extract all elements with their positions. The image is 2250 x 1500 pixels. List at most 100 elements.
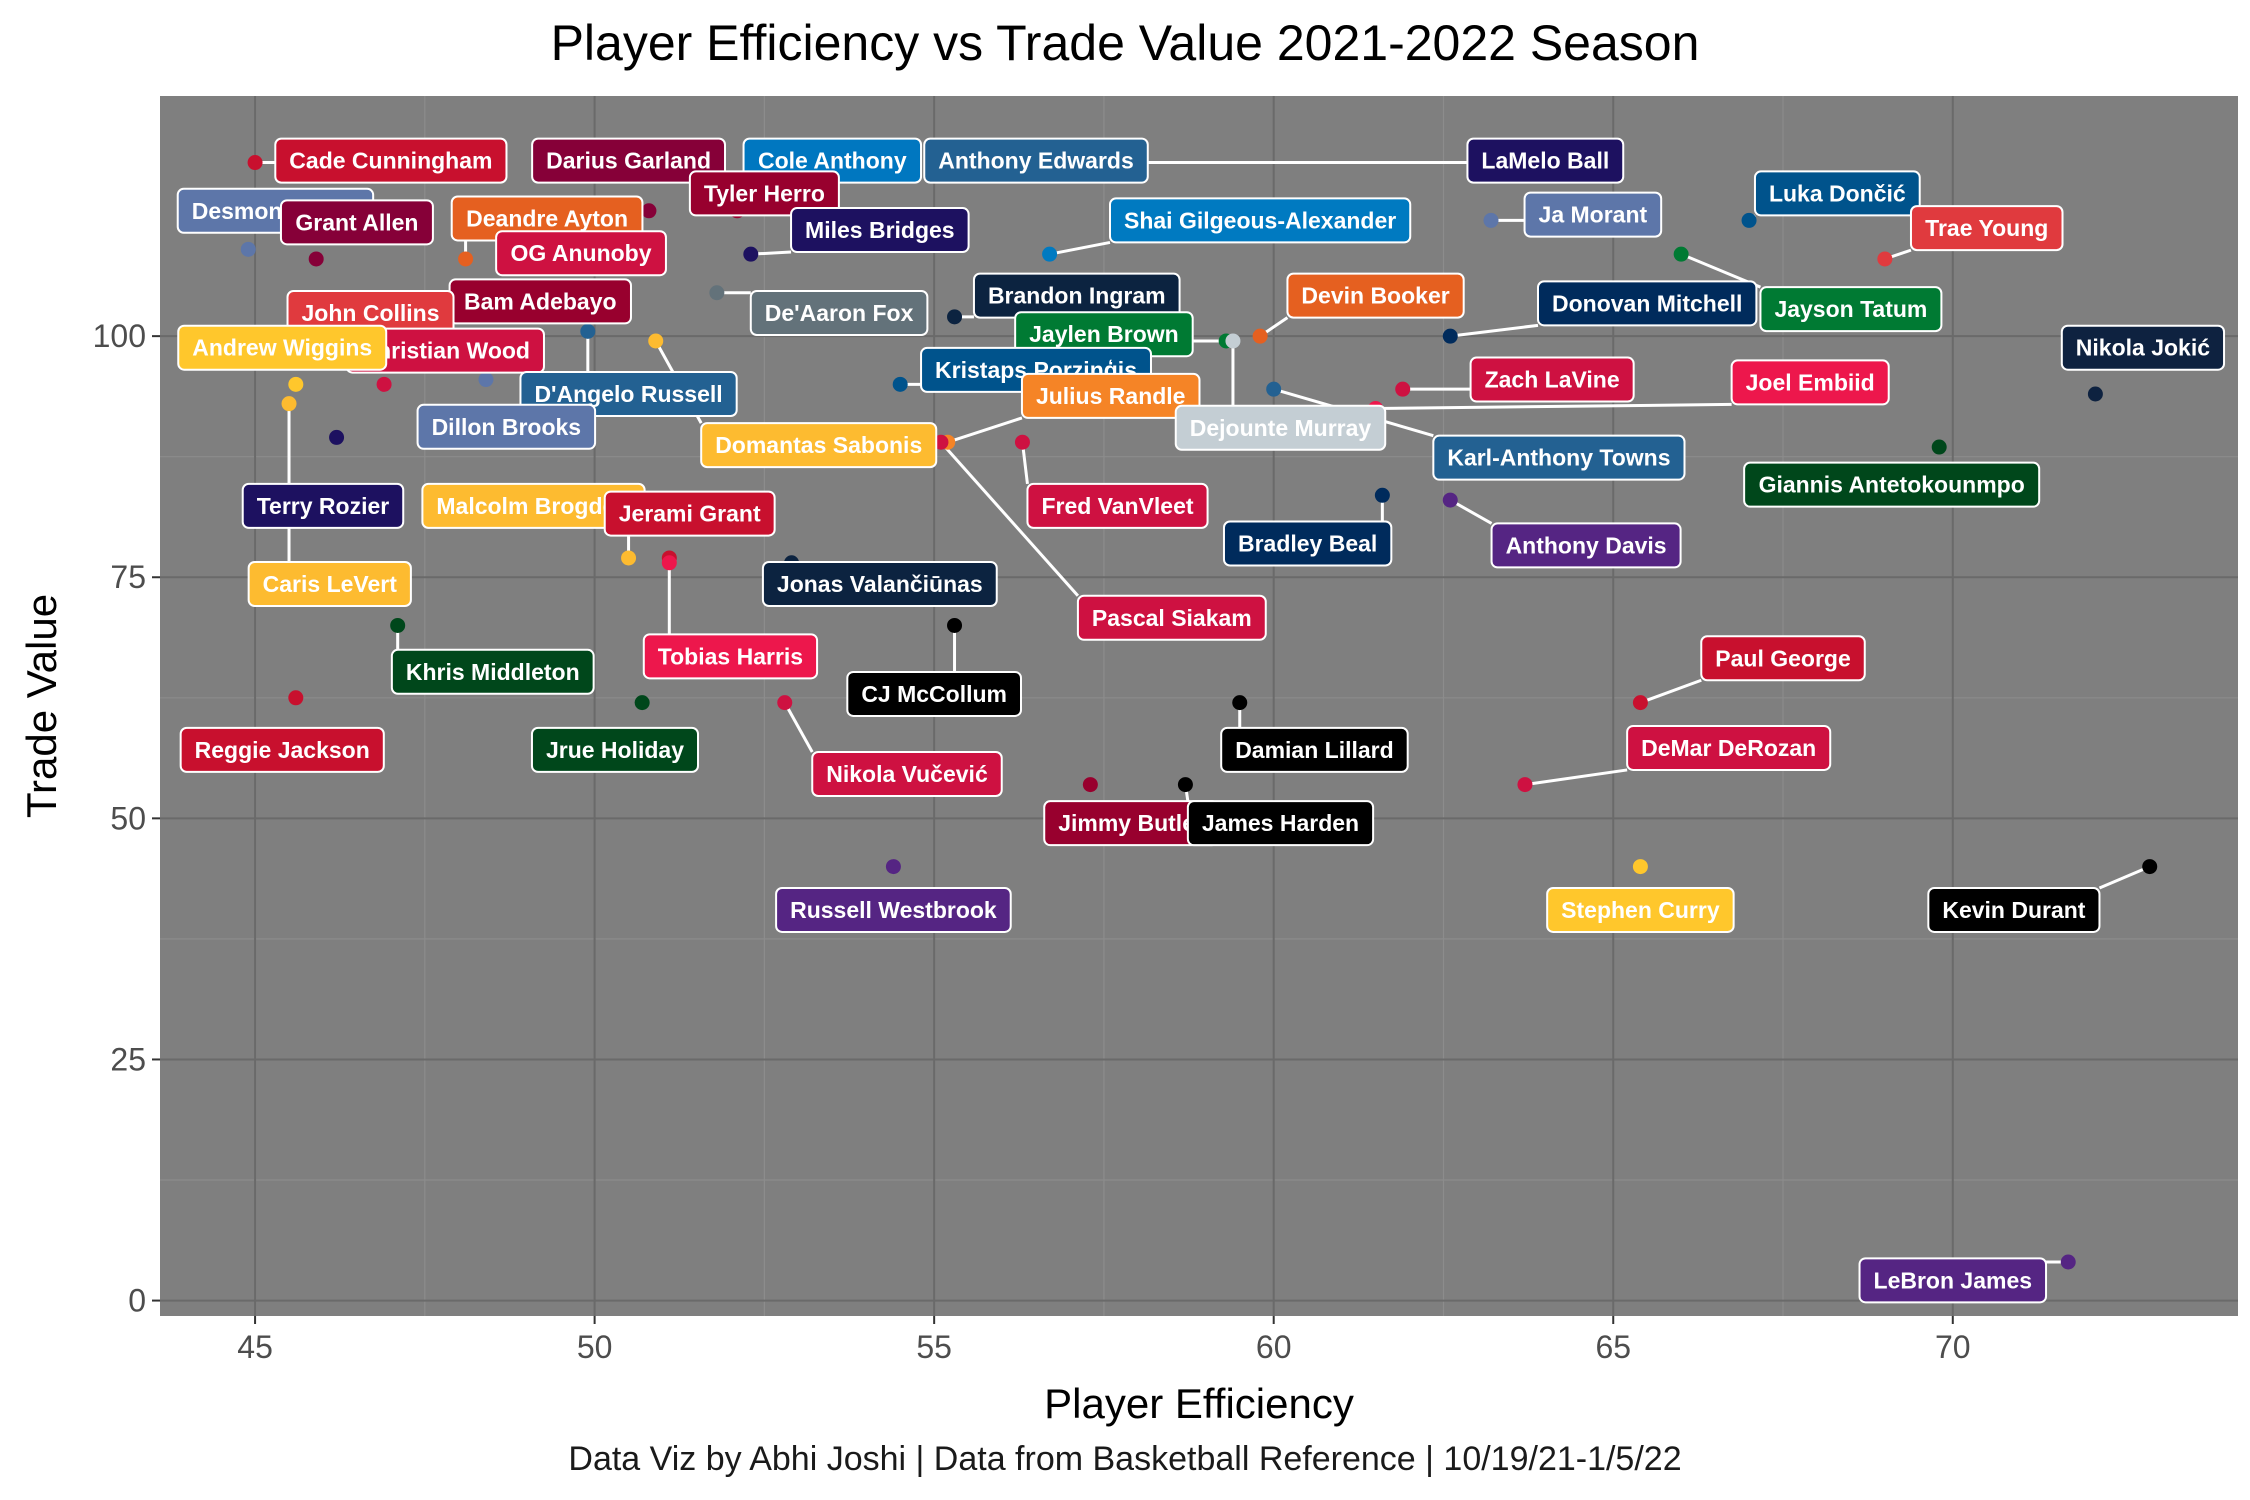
data-label-box (416, 403, 597, 450)
data-point (947, 309, 963, 325)
data-label: Caris LeVert (247, 561, 412, 607)
data-label: Karl-Anthony Towns (1432, 434, 1686, 481)
data-label-text: Deandre Ayton (466, 205, 628, 231)
data-label-box (1432, 434, 1686, 481)
data-point (661, 555, 677, 571)
data-label-text: Darius Garland (546, 148, 711, 174)
data-label: OG Anunoby (495, 230, 667, 277)
data-point (2142, 859, 2158, 875)
data-label-text: OG Anunoby (511, 240, 652, 266)
data-point (1877, 251, 1893, 267)
data-label: Khris Middleton (390, 648, 595, 695)
data-label: Bam Adebayo (448, 278, 632, 325)
data-point (458, 251, 474, 267)
data-label: Grant Allen (279, 199, 434, 246)
data-label-box (1909, 205, 2064, 252)
data-label: Deandre Ayton (450, 195, 644, 242)
data-label: Tyler Herro (688, 170, 840, 217)
data-point (281, 396, 297, 412)
data-label: Terry Rozier (241, 482, 405, 529)
data-label: Giannis Antetokounmpo (1743, 461, 2041, 508)
data-label: Shai Gilgeous-Alexander (1108, 197, 1412, 244)
data-label-box (1469, 356, 1635, 403)
data-label: De'Aaron Fox (749, 289, 929, 336)
data-label-box (247, 561, 412, 607)
data-label-box (1730, 359, 1890, 406)
data-label-box (177, 324, 388, 371)
data-point (2060, 1254, 2076, 1270)
data-point (885, 859, 901, 875)
data-label: CJ McCollum (846, 670, 1022, 717)
chart-title: Player Efficiency vs Trade Value 2021-20… (550, 15, 1700, 71)
data-label-box (923, 137, 1149, 184)
data-label-text: Jrue Holiday (546, 737, 684, 763)
data-label-box (790, 207, 970, 254)
data-point (1442, 328, 1458, 344)
data-point (1082, 777, 1098, 793)
data-label-text: Donovan Mitchell (1552, 290, 1742, 316)
y-tick-label: 75 (110, 559, 146, 595)
data-label-box (1743, 461, 2041, 508)
y-tick-label: 0 (128, 1283, 146, 1319)
data-label: Trae Young (1909, 205, 2064, 252)
data-label-text: Nikola Vučević (826, 761, 988, 787)
data-label-text: James Harden (1202, 810, 1359, 836)
data-label-text: Anthony Davis (1506, 532, 1667, 558)
data-label-text: Jaylen Brown (1029, 321, 1179, 347)
label-leader-line (947, 416, 1023, 444)
data-point (621, 550, 637, 566)
label-leader-line (1449, 498, 1493, 525)
x-tick-label: 55 (916, 1329, 952, 1365)
data-point (947, 617, 963, 633)
data-label-text: Stephen Curry (1561, 897, 1720, 923)
data-label: Cade Cunningham (274, 137, 508, 184)
data-label: Anthony Davis (1490, 522, 1682, 569)
data-label-box (761, 561, 998, 607)
data-label-text: Terry Rozier (257, 493, 390, 519)
data-point (1232, 695, 1248, 711)
data-label: Dejounte Murray (1174, 404, 1387, 451)
data-label-box (1286, 272, 1465, 319)
data-point (1374, 487, 1390, 503)
data-label-box (274, 137, 508, 184)
data-label: Miles Bridges (790, 207, 970, 254)
data-label: Pascal Siakam (1076, 594, 1267, 641)
data-label-text: Damian Lillard (1235, 737, 1393, 763)
data-point (288, 376, 304, 392)
label-leader-line (1049, 240, 1111, 256)
data-label-text: Pascal Siakam (1092, 605, 1252, 631)
data-label: Ja Morant (1523, 191, 1663, 238)
data-label-text: Luka Dončić (1769, 180, 1906, 206)
data-label-text: Brandon Ingram (988, 283, 1166, 309)
data-label: Bradley Beal (1222, 520, 1393, 567)
data-label-text: Cole Anthony (758, 148, 907, 174)
data-point (634, 695, 650, 711)
data-labels: Cade Cunningham Darius Garland Cole Anthon… (176, 137, 2226, 1304)
data-label-box (688, 170, 840, 217)
data-label-text: D'Angelo Russell (534, 381, 722, 407)
data-label-text: Andrew Wiggins (192, 335, 372, 361)
data-label: Stephen Curry (1546, 886, 1735, 933)
data-point (1225, 333, 1241, 349)
data-label-text: Julius Randle (1036, 383, 1186, 409)
data-label-text: Paul George (1715, 645, 1850, 671)
data-label-text: Domantas Sabonis (715, 432, 922, 458)
label-leader-line (1450, 323, 1539, 338)
data-label: Luka Dončić (1753, 170, 1921, 217)
data-label-text: Karl-Anthony Towns (1447, 445, 1670, 471)
data-point (1517, 777, 1533, 793)
data-label: Jayson Tatum (1759, 286, 1943, 333)
label-leader-line (1375, 402, 1732, 410)
data-label: Russell Westbrook (775, 886, 1012, 933)
data-label: Julius Randle (1020, 372, 1201, 419)
data-point (478, 372, 494, 388)
data-label-text: Miles Bridges (805, 217, 955, 243)
y-axis-title: Trade Value (18, 594, 65, 818)
data-label-text: Tobias Harris (658, 643, 803, 669)
data-label-box (1700, 635, 1866, 682)
chart-caption: Data Viz by Abhi Joshi | Data from Baske… (568, 1440, 1682, 1478)
data-label-box (811, 750, 1003, 797)
data-label-box (1759, 286, 1943, 333)
data-label-text: Bam Adebayo (464, 288, 617, 314)
data-point (709, 285, 725, 301)
